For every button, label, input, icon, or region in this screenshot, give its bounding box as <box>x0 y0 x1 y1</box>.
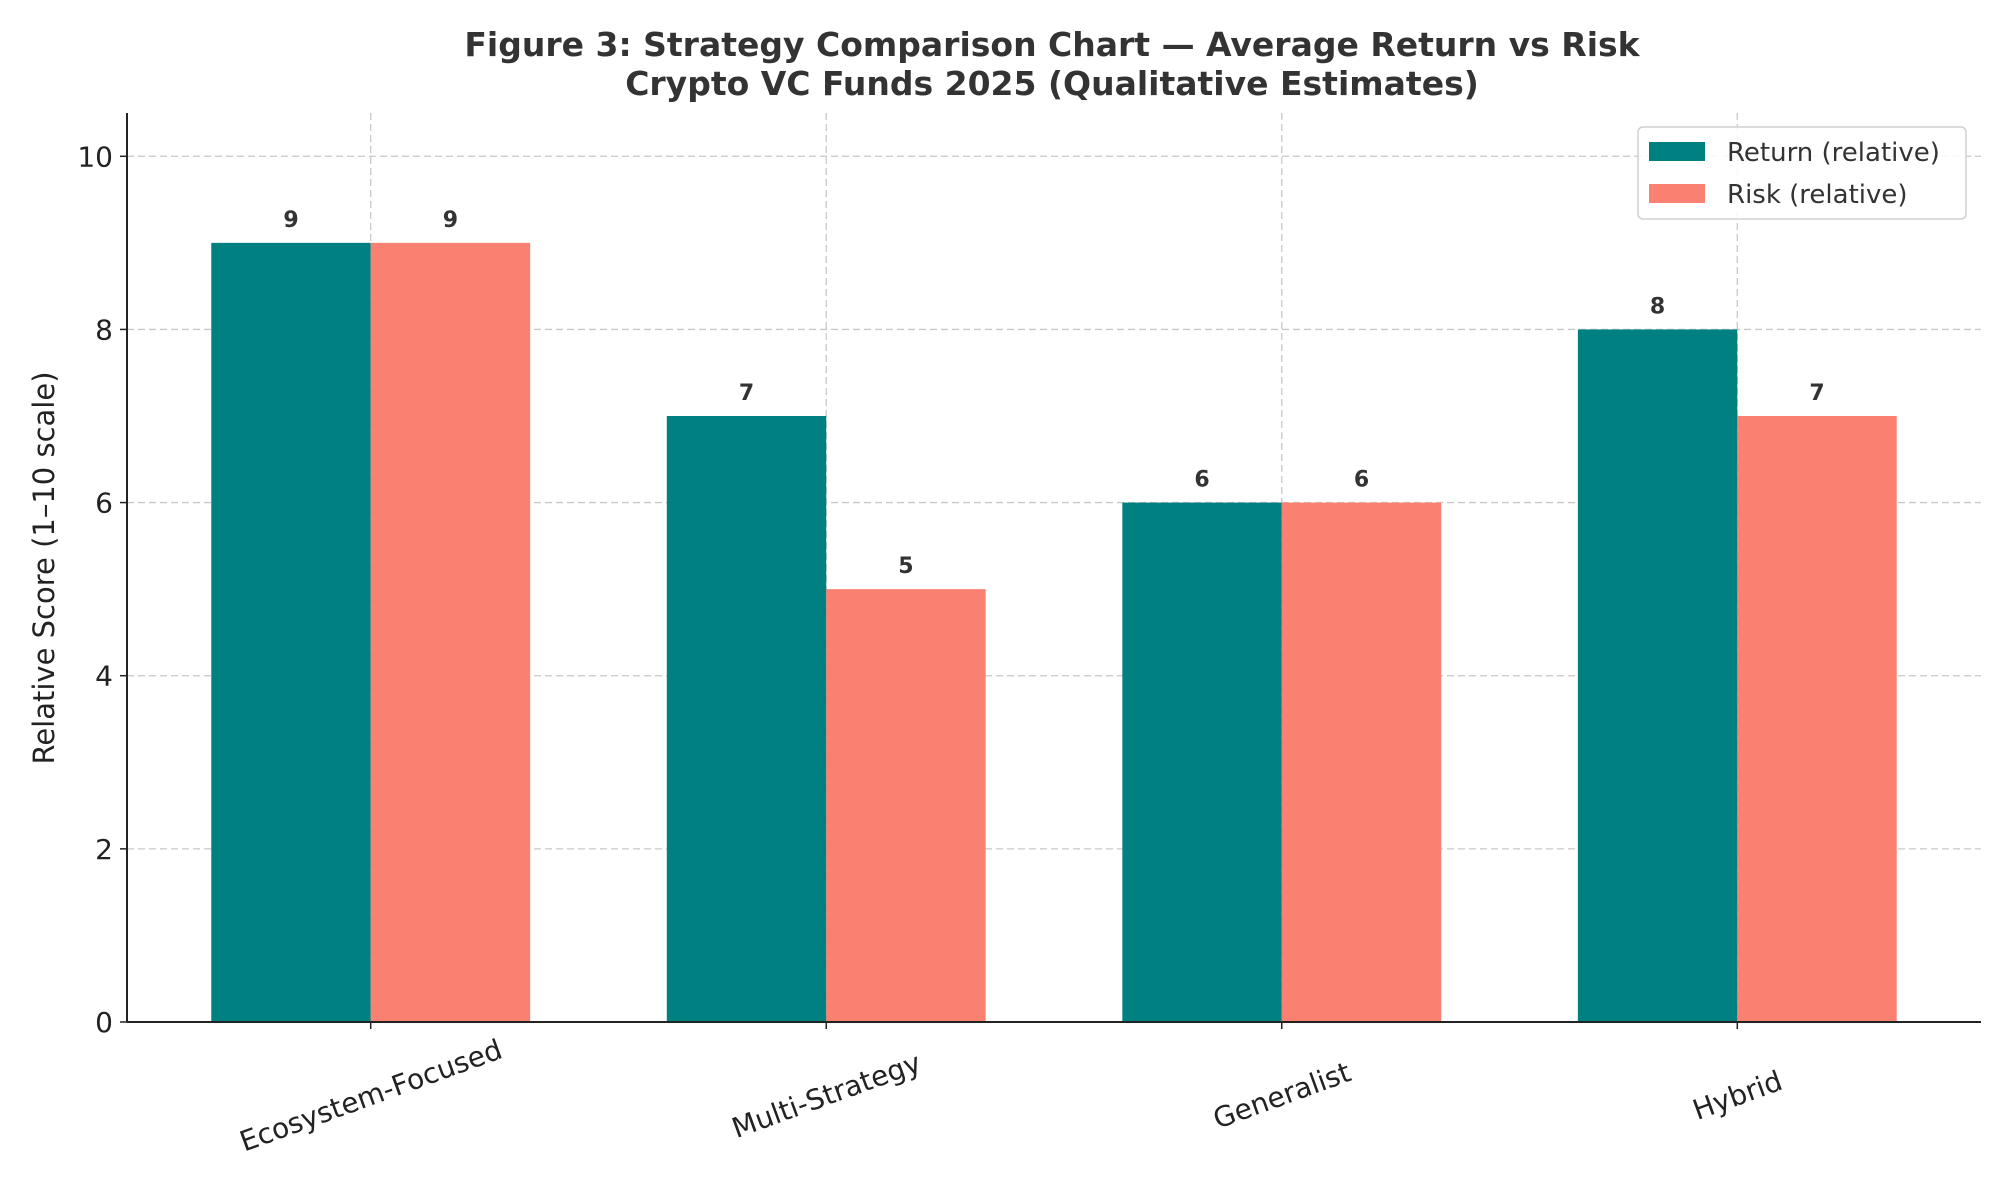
bar-risk <box>370 242 531 1022</box>
bar-value-label: 8 <box>1650 294 1665 319</box>
bar-risk <box>1281 502 1442 1023</box>
y-tick-label: 2 <box>95 833 113 866</box>
x-tick-label: Generalist <box>1209 1055 1355 1135</box>
x-tick-label: Multi-Strategy <box>727 1046 925 1145</box>
x-tick-label: Ecosystem-Focused <box>235 1033 506 1159</box>
bar-return <box>666 416 827 1022</box>
bar-risk <box>1737 416 1897 1022</box>
y-tick-label: 6 <box>95 487 113 520</box>
bar-value-label: 5 <box>898 554 913 579</box>
y-tick-label: 8 <box>95 313 113 346</box>
bar-return <box>1577 329 1738 1022</box>
y-tick-label: 4 <box>95 660 113 693</box>
legend-box <box>1637 126 1967 220</box>
bar-value-label: 9 <box>283 208 298 233</box>
x-tick-label: Hybrid <box>1688 1064 1786 1127</box>
bar-return <box>1122 502 1282 1023</box>
legend-swatch <box>1649 142 1705 161</box>
bar-value-label: 6 <box>1354 468 1369 493</box>
y-tick-label: 10 <box>77 140 113 173</box>
bar-return <box>211 242 371 1022</box>
bar-value-label: 7 <box>739 381 754 406</box>
y-axis-label: Relative Score (1–10 scale) <box>27 371 61 764</box>
bar-value-label: 6 <box>1194 468 1209 493</box>
bar-value-label: 7 <box>1809 381 1824 406</box>
bar-labels: 9 7 6 8 9 5 6 7 <box>283 208 1824 579</box>
legend-swatch <box>1649 184 1705 203</box>
legend: Return (relative) Risk (relative) <box>1637 126 1967 220</box>
bar-risk <box>826 589 986 1022</box>
chart-subtitle: Crypto VC Funds 2025 (Qualitative Estima… <box>625 64 1479 103</box>
legend-label: Return (relative) <box>1727 138 1940 168</box>
chart-title: Figure 3: Strategy Comparison Chart — Av… <box>464 25 1640 64</box>
legend-label: Risk (relative) <box>1727 180 1908 210</box>
bar-value-label: 9 <box>443 208 458 233</box>
y-tick-label: 0 <box>95 1006 113 1039</box>
bars <box>211 242 1897 1023</box>
